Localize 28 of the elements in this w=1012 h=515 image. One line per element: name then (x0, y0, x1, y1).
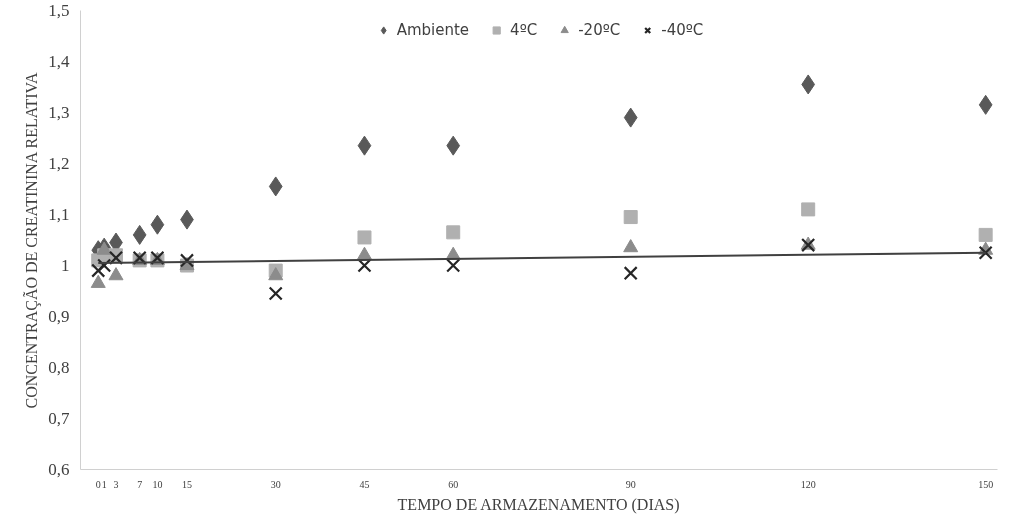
x-tick-label: 7 (137, 478, 143, 490)
y-tick-label: 0,6 (48, 460, 70, 479)
y-tick-label: 1,3 (48, 103, 70, 122)
x-axis-title: TEMPO DE ARMAZENAMENTO (DIAS) (397, 495, 680, 514)
legend-label: -20ºC (578, 21, 621, 39)
x-tick-label: 120 (800, 478, 816, 490)
legend-label: -40ºC (661, 21, 704, 39)
legend-label: Ambiente (396, 21, 470, 39)
x-tick-label: 90 (625, 478, 636, 490)
y-tick-label: 1,4 (48, 52, 70, 71)
x-tick-label: 1 (101, 478, 107, 490)
y-tick-label: 1,1 (48, 205, 70, 224)
x-tick-label: 45 (359, 478, 370, 490)
x-tick-label: 60 (448, 478, 459, 490)
x-tick-label: 10 (152, 478, 163, 490)
x-tick-label: 30 (270, 478, 281, 490)
legend-label: 4ºC (510, 21, 538, 39)
x-tick-label: 150 (978, 478, 994, 490)
x-tick-label: 0 (95, 478, 101, 490)
x-tick-label: 15 (181, 478, 192, 490)
x-tick-label: 3 (113, 478, 119, 490)
y-tick-label: 1,2 (48, 154, 70, 173)
y-tick-label: 0,8 (48, 358, 70, 377)
y-tick-label: 1,5 (48, 1, 70, 20)
y-tick-label: 0,7 (48, 409, 70, 428)
y-tick-label: 0,9 (48, 307, 70, 326)
y-tick-label: 1 (61, 256, 70, 275)
y-axis-title: CONCENTRAÇÃO DE CREATININA RELATIVA (23, 71, 42, 409)
